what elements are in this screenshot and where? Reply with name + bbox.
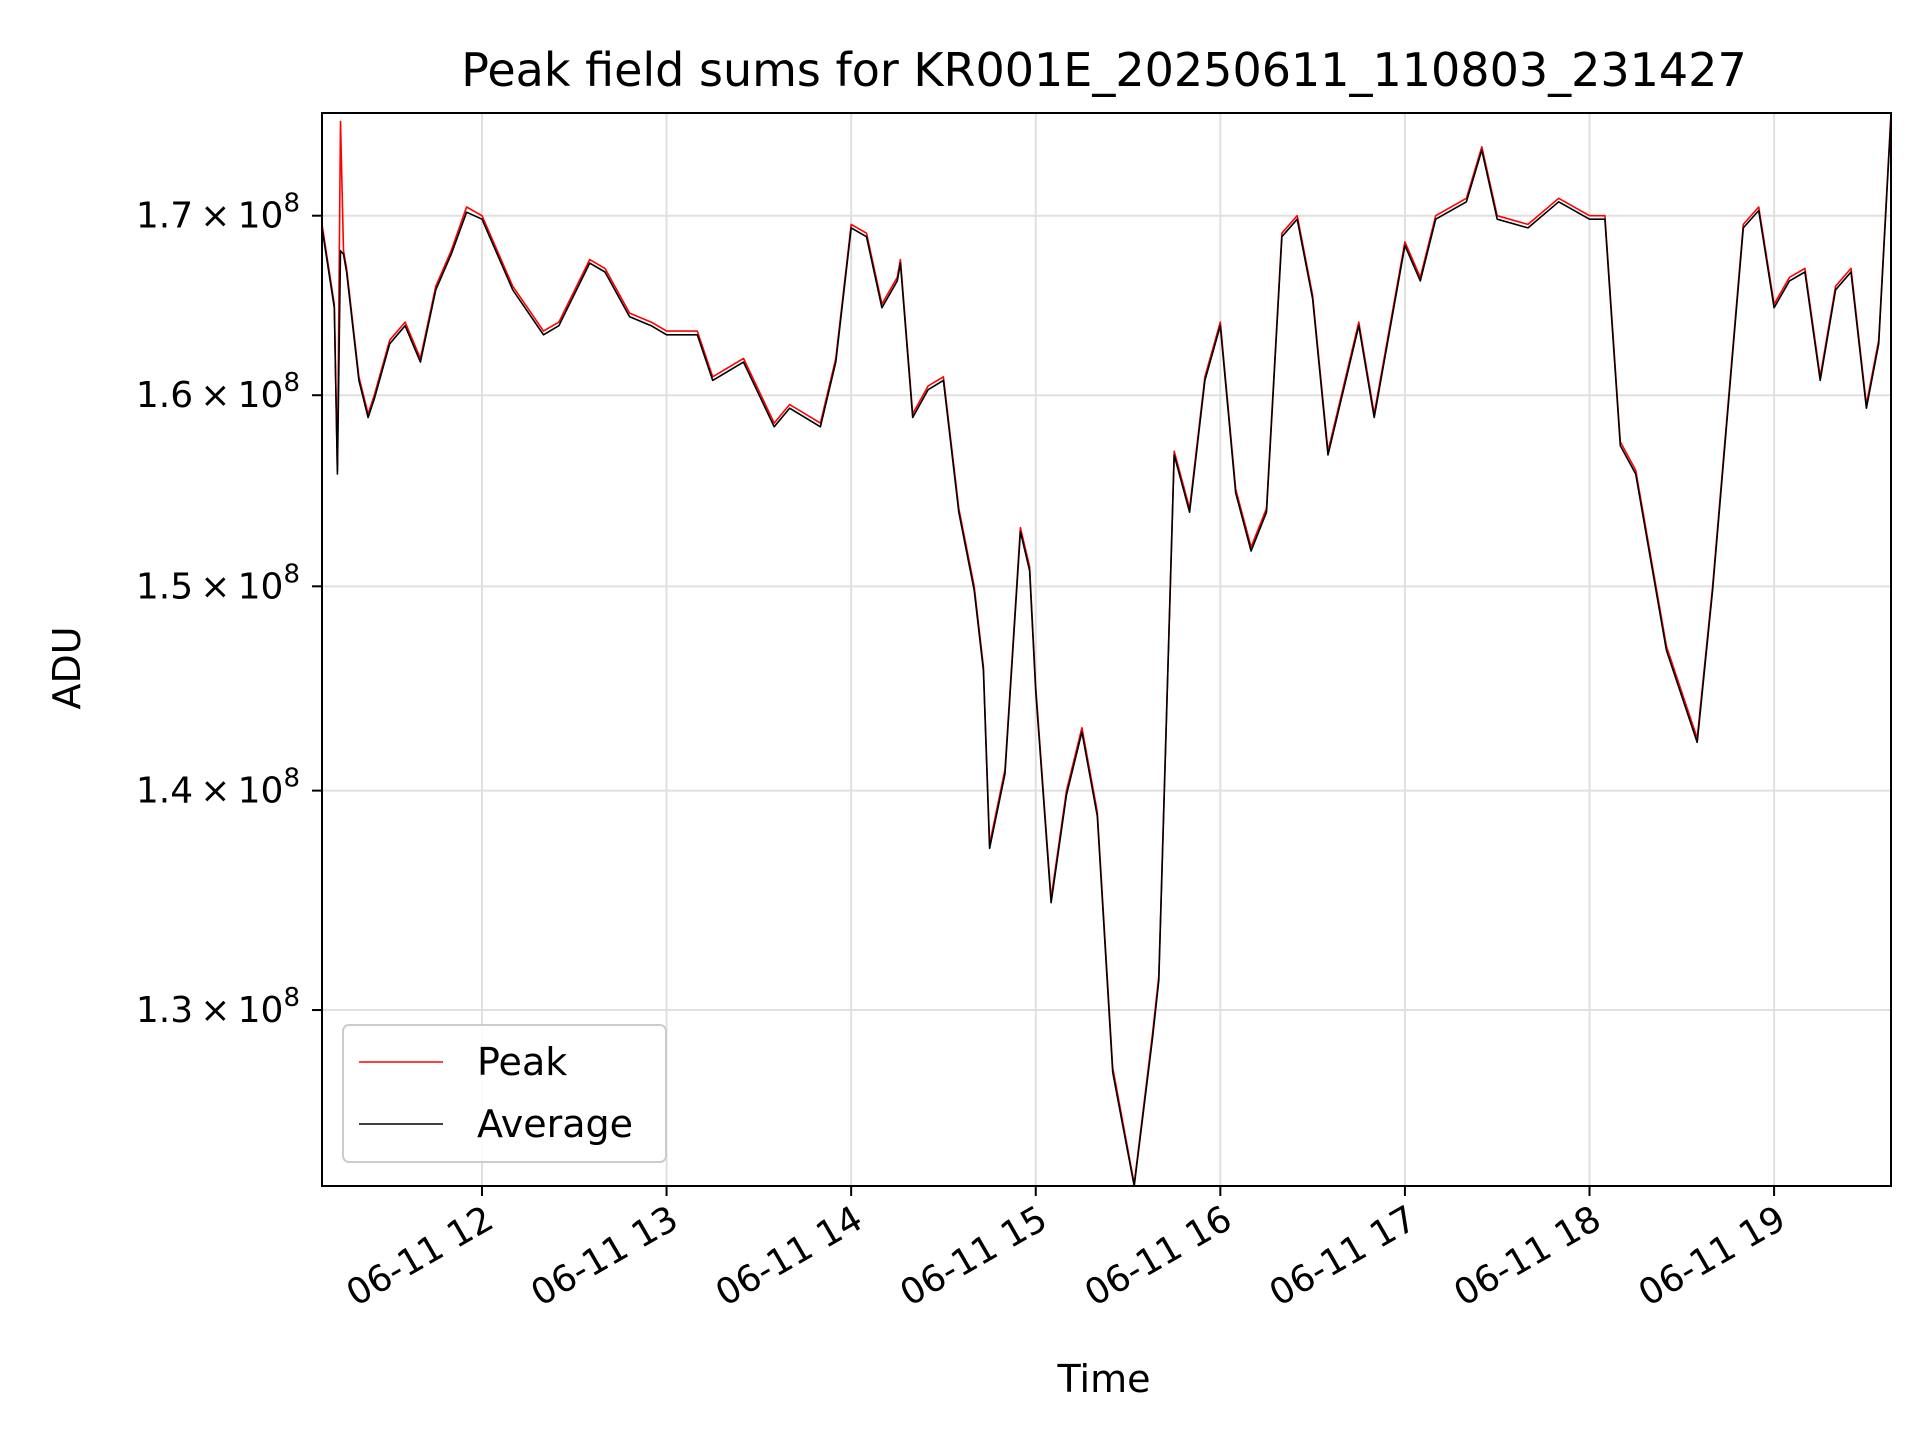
series-line-average: [321, 116, 1892, 1187]
legend-label-average: Average: [477, 1102, 633, 1146]
chart-title: Peak field sums for KR001E_20250611_1108…: [461, 43, 1746, 97]
x-tick-label: 06-11 14: [709, 1198, 870, 1314]
y-tick-exponent: 8: [283, 368, 300, 398]
legend-label-peak: Peak: [477, 1040, 567, 1084]
y-tick-mantissa: 1.3 × 10: [136, 990, 284, 1031]
legend-box: [342, 1024, 667, 1163]
series-line-peak: [321, 112, 1892, 1185]
y-tick-mantissa: 1.7 × 10: [136, 196, 284, 237]
y-tick-mantissa: 1.4 × 10: [136, 771, 284, 812]
y-axis-label: ADU: [45, 626, 89, 709]
x-axis-ticks: 06-11 12 06-11 13 06-11 14 06-11 15 06-11 16…: [340, 1186, 1793, 1315]
x-tick-label: 06-11 17: [1263, 1198, 1424, 1314]
y-tick-mantissa: 1.6 × 10: [136, 375, 284, 416]
x-tick-label: 06-11 15: [894, 1198, 1055, 1314]
y-tick-label: 1.5 × 108: [136, 559, 300, 607]
y-tick-label: 1.7 × 108: [136, 189, 300, 237]
y-tick-exponent: 8: [283, 983, 300, 1013]
y-tick-label: 1.3 × 108: [136, 983, 300, 1031]
grid: [322, 113, 1891, 1186]
x-tick-label: 06-11 13: [524, 1198, 685, 1314]
plot-frame: [321, 112, 1892, 1187]
y-tick-exponent: 8: [283, 764, 300, 794]
x-axis-label: Time: [1057, 1357, 1151, 1401]
x-tick-label: 06-11 12: [340, 1198, 501, 1314]
plot-lines: [321, 112, 1892, 1187]
y-tick-exponent: 8: [283, 559, 300, 589]
x-tick-label: 06-11 16: [1078, 1198, 1239, 1314]
y-tick-exponent: 8: [283, 189, 300, 219]
x-tick-label: 06-11 19: [1632, 1198, 1793, 1314]
y-tick-label: 1.4 × 108: [136, 764, 300, 812]
legend: Peak Average: [342, 1024, 667, 1163]
y-tick-label: 1.6 × 108: [136, 368, 300, 416]
x-tick-label: 06-11 18: [1447, 1198, 1608, 1314]
y-tick-mantissa: 1.5 × 10: [136, 566, 284, 607]
